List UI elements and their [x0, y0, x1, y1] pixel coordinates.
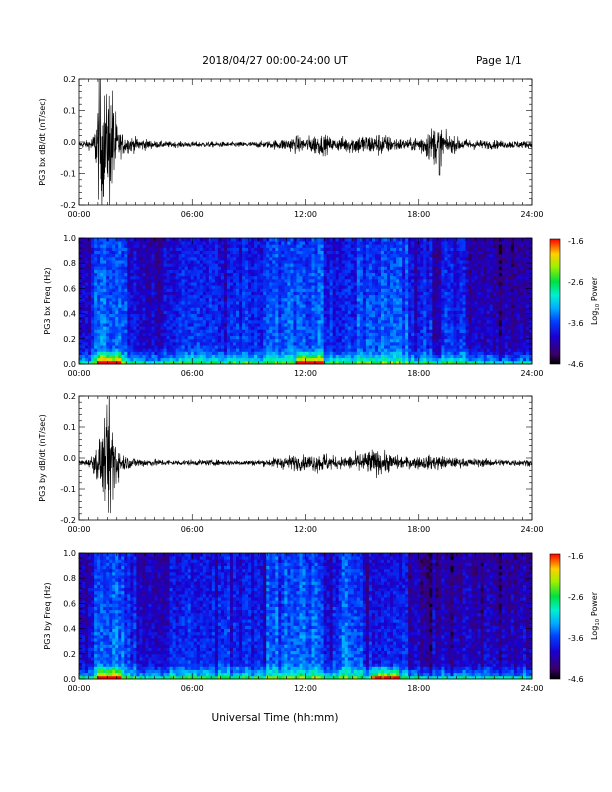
y-tick-label: 0.0: [63, 360, 76, 369]
y-tick-label: 0.1: [63, 423, 76, 432]
bx-colorbar-tick-max: -1.6: [568, 237, 584, 246]
x-tick-label: 06:00: [181, 684, 204, 693]
by-colorbar-scale: [549, 553, 561, 680]
y-tick-label: 0.2: [63, 392, 76, 401]
y-tick-label: -0.1: [60, 485, 76, 494]
bx-dbdt-ylabel: PG3 bx dB/dt (nT/sec): [38, 98, 47, 185]
bx-freq-ylabel: PG3 bx Freq (Hz): [43, 267, 52, 334]
by-freq-ylabel: PG3 by Freq (Hz): [43, 582, 52, 649]
bx-colorbar-scale: [549, 238, 561, 365]
plot-title: 2018/04/27 00:00-24:00 UT: [202, 55, 348, 67]
bx-colorbar: -1.6 -2.6 -3.6 -4.6 Log10 Power: [549, 237, 601, 369]
x-tick-label: 00:00: [67, 210, 90, 219]
x-tick-label: 24:00: [520, 525, 543, 534]
panel-frame: [78, 237, 533, 365]
x-tick-label: 24:00: [520, 684, 543, 693]
spectrogram-cells: [79, 238, 533, 365]
x-tick-label: 18:00: [407, 210, 430, 219]
by-dbdt-ylabel: PG3 by dB/dt (nT/sec): [38, 414, 47, 501]
x-tick-label: 00:00: [67, 684, 90, 693]
y-tick-label: 0.8: [63, 259, 76, 268]
y-tick-label: -0.2: [60, 516, 76, 525]
panel-frame: [78, 78, 533, 206]
x-tick-label: 24:00: [520, 210, 543, 219]
panel-frame: [78, 552, 533, 680]
y-tick-label: 0.0: [63, 675, 76, 684]
by-spectrogram-panel: 00:00 06:00 12:00 18:00 24:00 1.0 0.8 0.6 0.4 0.2…: [63, 549, 543, 693]
y-tick-label: 1.0: [63, 234, 76, 243]
by-colorbar: -1.6 -2.6 -3.6 -4.6 Log10 Power: [549, 552, 601, 684]
y-tick-label: 0.8: [63, 574, 76, 583]
y-tick-label: 1.0: [63, 549, 76, 558]
y-tick-label: 0.0: [63, 454, 76, 463]
x-tick-label: 18:00: [407, 684, 430, 693]
y-tick-label: 0.0: [63, 138, 76, 147]
y-tick-label: 0.4: [63, 310, 76, 319]
y-tick-label: 0.2: [63, 650, 76, 659]
bx-dbdt-panel: 00:00 06:00 12:00 18:00 24:00 0.2 0.1 0.0 -0.1 -0…: [60, 75, 543, 219]
x-tick-label: 18:00: [407, 369, 430, 378]
y-tick-label: 0.2: [63, 75, 76, 84]
x-axis-title: Universal Time (hh:mm): [212, 712, 339, 724]
y-tick-label: 0.6: [63, 599, 76, 608]
spectrogram-cells: [79, 553, 533, 680]
bx-spectrogram-panel: 00:00 06:00 12:00 18:00 24:00 1.0 0.8 0.6 0.4 0.2…: [63, 234, 543, 378]
x-tick-label: 18:00: [407, 525, 430, 534]
x-tick-label: 06:00: [181, 369, 204, 378]
y-tick-label: -0.2: [60, 201, 76, 210]
y-tick-label: 0.6: [63, 284, 76, 293]
x-tick-label: 12:00: [294, 210, 317, 219]
by-colorbar-tick-3: -3.6: [568, 634, 584, 643]
page-number: Page 1/1: [476, 55, 522, 67]
x-tick-label: 06:00: [181, 525, 204, 534]
x-tick-label: 12:00: [294, 525, 317, 534]
by-colorbar-title: Log10 Power: [590, 591, 601, 640]
panel-frame: [78, 395, 533, 521]
y-tick-label: 0.2: [63, 335, 76, 344]
dbdt-trace: [79, 79, 532, 205]
bx-colorbar-title: Log10 Power: [590, 276, 601, 325]
bx-colorbar-tick-2: -2.6: [568, 278, 584, 287]
x-tick-label: 12:00: [294, 369, 317, 378]
x-tick-label: 00:00: [67, 525, 90, 534]
x-tick-label: 12:00: [294, 684, 317, 693]
by-dbdt-panel: 00:00 06:00 12:00 18:00 24:00 0.2 0.1 0.0 -0.1 -0…: [60, 392, 543, 534]
y-tick-label: 0.4: [63, 625, 76, 634]
bx-colorbar-tick-3: -3.6: [568, 319, 584, 328]
x-tick-label: 00:00: [67, 369, 90, 378]
y-tick-label: 0.1: [63, 107, 76, 116]
by-colorbar-tick-min: -4.6: [568, 675, 584, 684]
bx-colorbar-tick-min: -4.6: [568, 360, 584, 369]
by-colorbar-tick-2: -2.6: [568, 593, 584, 602]
dbdt-trace: [79, 396, 532, 514]
x-tick-label: 24:00: [520, 369, 543, 378]
x-tick-label: 06:00: [181, 210, 204, 219]
by-colorbar-tick-max: -1.6: [568, 552, 584, 561]
y-tick-label: -0.1: [60, 170, 76, 179]
